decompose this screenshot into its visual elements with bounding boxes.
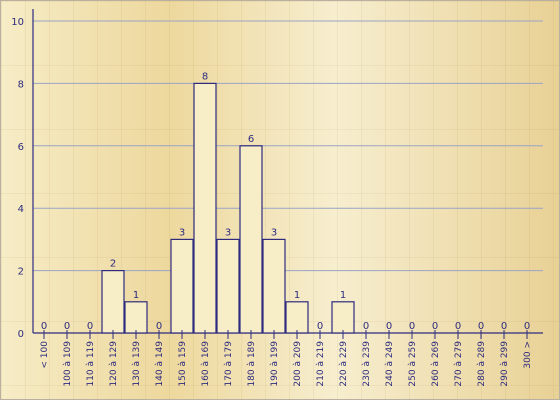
- x-tick-label: 270 à 279: [454, 341, 464, 387]
- x-tick-label: 240 à 249: [385, 341, 395, 387]
- x-tick-label: 120 à 129: [109, 341, 119, 387]
- x-tick-label: 150 à 159: [178, 341, 188, 387]
- data-label: 0: [41, 321, 47, 332]
- data-label: 0: [524, 321, 530, 332]
- x-tick-label: 200 à 209: [293, 341, 303, 387]
- y-tick-label: 8: [18, 79, 24, 90]
- bar: [285, 301, 309, 334]
- y-tick-label: 2: [18, 267, 24, 278]
- bar: [262, 238, 286, 334]
- x-tick-label: 250 à 259: [408, 341, 418, 387]
- bar: [193, 82, 217, 334]
- x-tick-label: 300 >: [523, 341, 533, 369]
- data-label: 0: [478, 321, 484, 332]
- data-label: 0: [409, 321, 415, 332]
- data-label: 0: [156, 321, 162, 332]
- data-label: 0: [432, 321, 438, 332]
- x-tick-label: 280 à 289: [477, 341, 487, 387]
- x-tick-label: 180 à 189: [247, 341, 257, 387]
- data-label: 0: [386, 321, 392, 332]
- x-tick-label: 110 à 119: [86, 341, 96, 387]
- data-label: 3: [225, 227, 231, 238]
- data-label: 3: [179, 227, 185, 238]
- data-label: 6: [248, 134, 254, 145]
- bar: [331, 301, 355, 334]
- x-tick-label: 210 à 219: [316, 341, 326, 387]
- data-label: 1: [294, 290, 300, 301]
- bar: [216, 238, 240, 334]
- data-label: 0: [501, 321, 507, 332]
- bar: [170, 238, 194, 334]
- x-tick-label: 140 à 149: [155, 341, 165, 387]
- data-label: 0: [87, 321, 93, 332]
- y-tick-label: 10: [11, 17, 24, 28]
- x-tick-label: 170 à 179: [224, 341, 234, 387]
- y-tick-label: 0: [18, 329, 24, 340]
- data-label: 1: [133, 290, 139, 301]
- data-label: 0: [317, 321, 323, 332]
- data-label: 0: [455, 321, 461, 332]
- x-tick-label: 220 à 229: [339, 341, 349, 387]
- x-tick-label: 130 à 139: [132, 341, 142, 387]
- data-label: 2: [110, 259, 116, 270]
- data-label: 8: [202, 71, 208, 82]
- x-tick-label: 100 à 109: [63, 341, 73, 387]
- bar: [101, 270, 125, 334]
- data-label: 1: [340, 290, 346, 301]
- bar: [239, 145, 263, 334]
- x-tick-label: 290 à 299: [500, 341, 510, 387]
- x-tick-label: 260 à 269: [431, 341, 441, 387]
- data-label: 3: [271, 227, 277, 238]
- data-label: 0: [64, 321, 70, 332]
- x-tick-label: 190 à 199: [270, 341, 280, 387]
- x-tick-label: < 100: [40, 341, 50, 369]
- x-tick-label: 230 à 239: [362, 341, 372, 387]
- bar: [124, 301, 148, 334]
- data-label: 0: [363, 321, 369, 332]
- y-tick-label: 4: [18, 204, 24, 215]
- y-tick-label: 6: [18, 142, 24, 153]
- x-tick-label: 160 à 169: [201, 341, 211, 387]
